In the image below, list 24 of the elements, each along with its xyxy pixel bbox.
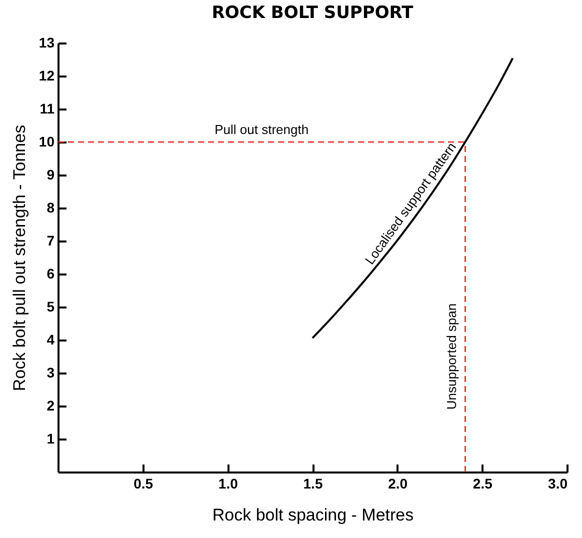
y-axis-title: Rock bolt pull out strength - Tonnes [10,124,29,392]
y-tick-label: 2 [46,398,55,414]
x-tick-label: 2.5 [472,476,493,492]
y-tick-label: 13 [38,34,55,50]
y-tick-label: 3 [46,364,55,380]
y-tick-label: 10 [38,134,55,150]
ref-line-label: Pull out strength [214,122,309,137]
y-tick-label: 4 [46,332,55,348]
y-tick-label: 7 [46,232,55,248]
y-tick-label: 1 [46,430,55,446]
x-tick-label: 3.0 [548,476,568,492]
y-tick-label: 6 [46,266,55,282]
y-tick-label: 5 [46,298,55,314]
x-tick-label: 2.0 [388,476,408,492]
ref-line-label: Unsupported span [444,303,460,410]
y-tick-label: 11 [40,100,55,116]
x-tick-label: 1.0 [218,476,238,492]
y-tick-label: 8 [46,200,55,216]
y-tick-label: 9 [46,166,55,182]
x-axis-title: Rock bolt spacing - Metres [212,506,414,524]
x-tick-label: 1.5 [303,476,323,492]
chart-title: ROCK BOLT SUPPORT [212,3,414,23]
x-tick-label: 0.5 [134,476,154,492]
y-tick-label: 12 [38,68,55,84]
